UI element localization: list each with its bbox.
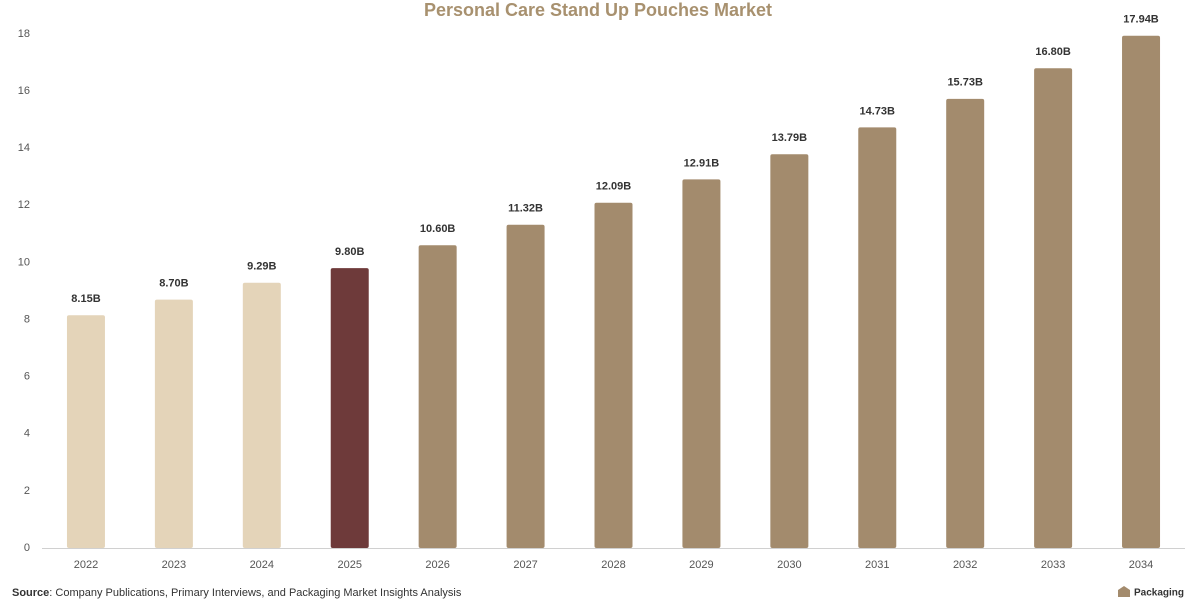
x-tick-label: 2031 (865, 559, 889, 571)
source-text: : Company Publications, Primary Intervie… (49, 587, 462, 599)
x-tick-label: 2027 (513, 559, 537, 571)
x-tick-label: 2034 (1129, 559, 1153, 571)
y-tick-label: 4 (24, 428, 30, 440)
x-tick-label: 2024 (250, 559, 274, 571)
bar (682, 179, 721, 548)
bar (946, 98, 985, 549)
value-label: 16.80B (1035, 46, 1071, 58)
y-tick-label: 6 (24, 371, 30, 383)
x-tick-label: 2023 (162, 559, 186, 571)
value-label: 11.32B (508, 203, 543, 215)
source-label: Source (12, 587, 49, 599)
bar (858, 127, 897, 549)
bar (330, 268, 369, 548)
value-label: 8.15B (71, 293, 100, 305)
x-tick-label: 2029 (689, 559, 713, 571)
y-tick-label: 16 (18, 85, 30, 97)
bar (506, 224, 545, 549)
value-label: 10.60B (420, 223, 456, 235)
y-tick-label: 8 (24, 313, 30, 325)
bar (154, 299, 193, 548)
value-label: 12.09B (596, 181, 632, 193)
x-tick-label: 2022 (74, 559, 98, 571)
x-tick-label: 2026 (425, 559, 449, 571)
x-tick-label: 2028 (601, 559, 625, 571)
value-label: 9.29B (247, 261, 276, 273)
value-label: 8.70B (159, 277, 188, 289)
y-tick-label: 2 (24, 485, 30, 497)
x-tick-label: 2025 (337, 559, 361, 571)
value-label: 15.73B (947, 77, 983, 89)
bar (1034, 68, 1073, 549)
value-label: 12.91B (684, 157, 720, 169)
bar (594, 202, 633, 548)
chart-title: Personal Care Stand Up Pouches Market (424, 0, 772, 20)
x-tick-label: 2033 (1041, 559, 1065, 571)
value-label: 13.79B (772, 132, 808, 144)
y-tick-label: 12 (18, 199, 30, 211)
bar (418, 245, 457, 549)
bar (242, 282, 281, 548)
bar (770, 154, 809, 549)
bar (66, 315, 105, 548)
y-tick-label: 10 (18, 256, 30, 268)
source: Source: Company Publications, Primary In… (12, 587, 462, 599)
y-tick-label: 18 (18, 28, 30, 40)
brand-icon (1118, 586, 1130, 597)
x-tick-label: 2032 (953, 559, 977, 571)
y-tick-label: 14 (18, 142, 30, 154)
value-label: 14.73B (860, 105, 896, 117)
x-tick-label: 2030 (777, 559, 801, 571)
bar (1122, 35, 1161, 549)
value-label: 17.94B (1123, 14, 1159, 26)
brand: Packaging (1134, 588, 1184, 599)
value-label: 9.80B (335, 246, 364, 258)
y-tick-label: 0 (24, 542, 30, 554)
